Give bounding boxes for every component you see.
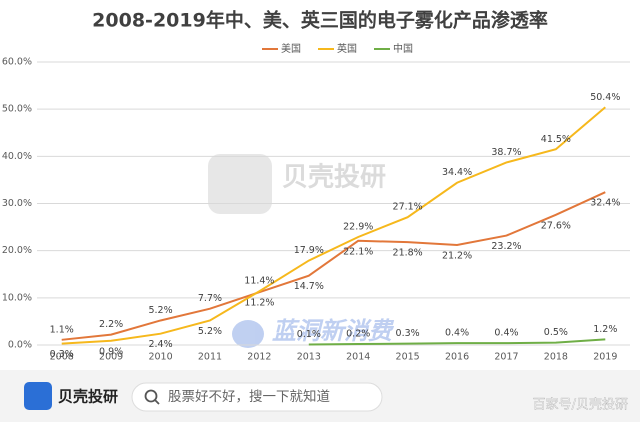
- x-tick-label: 2013: [297, 352, 321, 363]
- x-tick-label: 2017: [494, 352, 518, 363]
- data-label: 41.5%: [541, 134, 571, 145]
- series-line: [61, 191, 606, 341]
- data-label: 0.4%: [494, 328, 518, 339]
- watermark-logo: [232, 320, 264, 348]
- x-tick-label: 2012: [247, 352, 271, 363]
- x-tick-label: 2015: [396, 352, 420, 363]
- watermark-text: 贝壳投研: [282, 163, 386, 193]
- search-box[interactable]: [131, 382, 383, 412]
- watermark-text: 蓝洞新消费: [272, 317, 395, 345]
- data-label: 34.4%: [442, 167, 472, 178]
- series-line: [61, 106, 606, 345]
- x-tick-label: 2014: [346, 352, 370, 363]
- data-label: 14.7%: [294, 281, 324, 292]
- search-icon: [144, 389, 158, 403]
- data-label: 5.2%: [148, 305, 172, 316]
- data-label: 23.2%: [491, 241, 521, 252]
- y-tick-label: 30.0%: [2, 198, 32, 209]
- search-placeholder[interactable]: 股票好不好，搜一下就知道: [168, 388, 330, 405]
- data-label: 11.4%: [244, 276, 274, 287]
- data-label: 22.9%: [343, 221, 373, 232]
- watermark-logo: [208, 154, 272, 214]
- data-label: 1.1%: [50, 324, 74, 335]
- search-icon: [154, 399, 160, 405]
- y-tick-label: 50.0%: [2, 104, 32, 115]
- legend-label: 英国: [337, 42, 357, 55]
- data-label: 50.4%: [590, 92, 620, 103]
- y-tick-label: 10.0%: [2, 292, 32, 303]
- brand-name: 贝壳投研: [58, 388, 118, 406]
- data-label: 2.4%: [148, 339, 172, 350]
- data-label: 0.9%: [99, 346, 123, 357]
- data-label: 5.2%: [198, 326, 222, 337]
- data-label: 32.4%: [590, 198, 620, 209]
- series-line: [308, 338, 606, 346]
- data-label: 11.2%: [244, 298, 274, 309]
- source-text: 百家号/贝壳投研: [533, 397, 628, 413]
- data-label: 0.2%: [346, 329, 370, 340]
- legend-label: 中国: [393, 42, 413, 55]
- x-tick-label: 2018: [544, 352, 568, 363]
- brand-logo: [24, 382, 52, 410]
- x-tick-label: 2009: [99, 352, 123, 363]
- chart-title: 2008-2019年中、美、英三国的电子雾化产品渗透率: [92, 9, 548, 32]
- x-tick-label: 2011: [198, 352, 222, 363]
- y-tick-label: 40.0%: [2, 151, 32, 162]
- data-label: 38.7%: [491, 147, 521, 158]
- x-tick-label: 2019: [593, 352, 617, 363]
- data-label: 21.8%: [393, 248, 423, 259]
- data-label: 1.2%: [593, 324, 617, 335]
- x-tick-label: 2008: [50, 352, 74, 363]
- data-label: 22.1%: [343, 246, 373, 257]
- data-label: 7.7%: [198, 293, 222, 304]
- data-label: 21.2%: [442, 251, 472, 262]
- data-label: 0.4%: [445, 328, 469, 339]
- data-label: 0.5%: [544, 327, 568, 338]
- legend-label: 美国: [281, 42, 301, 55]
- x-tick-label: 2016: [445, 352, 469, 363]
- data-label: 0.3%: [396, 328, 420, 339]
- x-tick-label: 2010: [148, 352, 172, 363]
- y-tick-label: 20.0%: [2, 245, 32, 256]
- data-label: 0.1%: [297, 329, 321, 340]
- watermark: 贝壳投研 蓝洞新消费: [208, 154, 395, 348]
- data-label: 27.6%: [541, 220, 571, 231]
- data-label: 0.3%: [50, 349, 74, 360]
- data-label: 2.2%: [99, 319, 123, 330]
- data-label: 27.1%: [393, 202, 423, 213]
- y-tick-label: 60.0%: [2, 57, 32, 68]
- y-tick-label: 0.0%: [8, 340, 32, 351]
- data-label: 17.9%: [294, 245, 324, 256]
